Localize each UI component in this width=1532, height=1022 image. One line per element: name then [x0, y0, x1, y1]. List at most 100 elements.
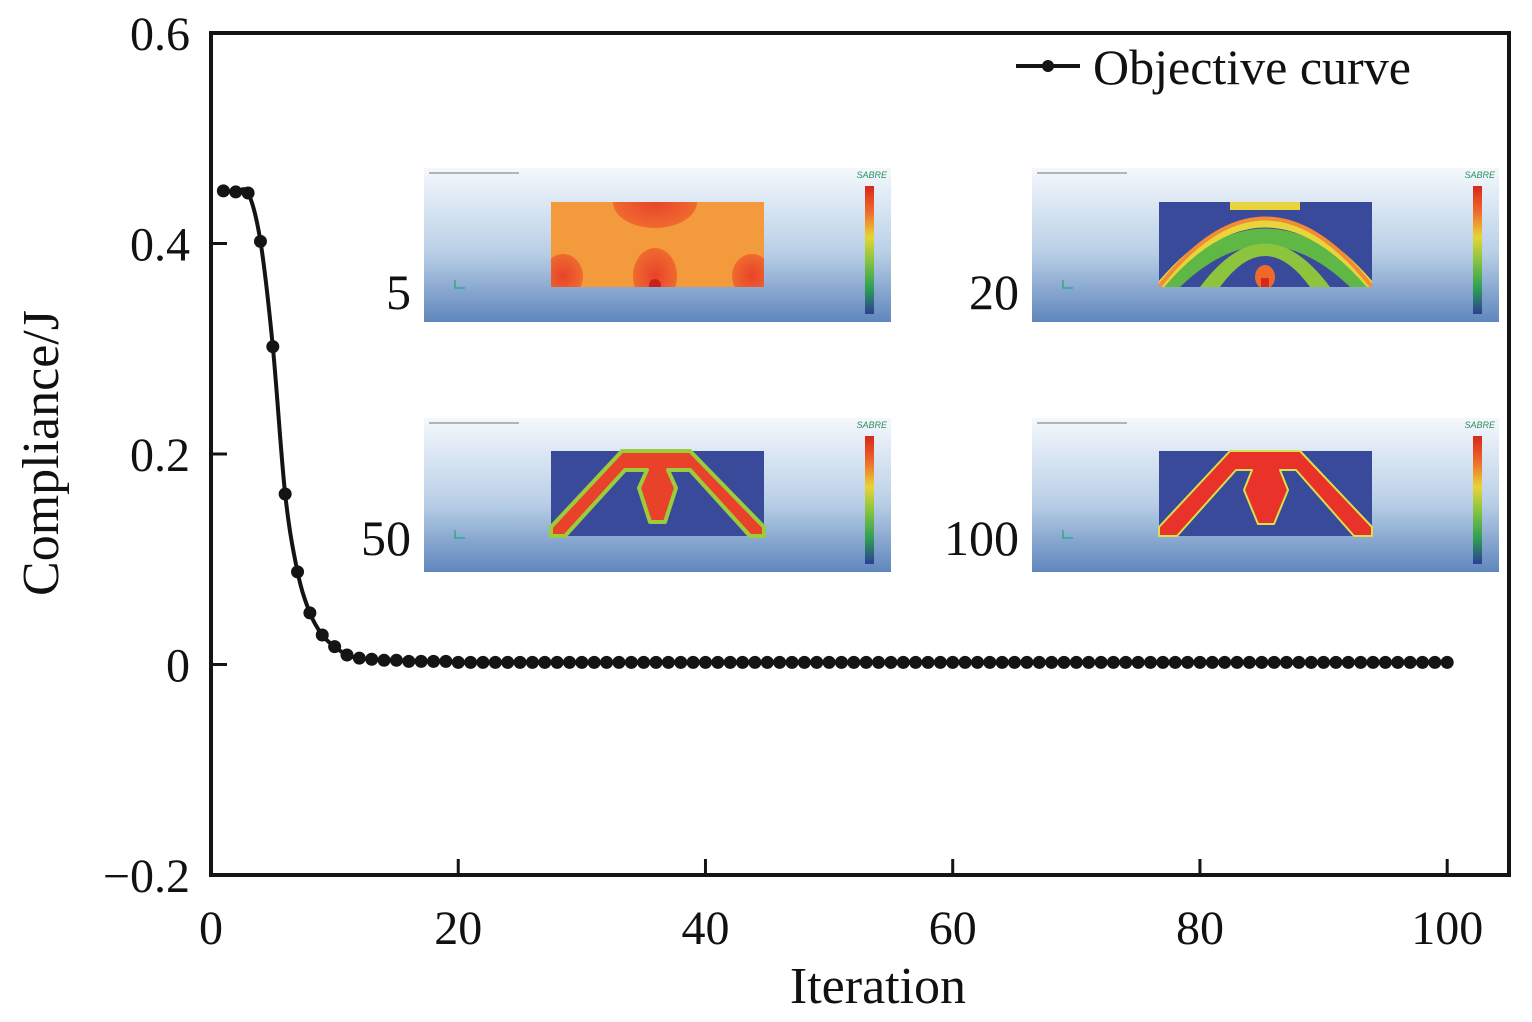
- data-point: [414, 654, 428, 668]
- data-point: [1341, 655, 1355, 669]
- data-point: [785, 655, 799, 669]
- data-point: [748, 655, 762, 669]
- data-point: [1032, 655, 1046, 669]
- data-point: [562, 655, 576, 669]
- inset-iteration-20: SABRE: [1032, 168, 1499, 322]
- x-tick-label: 40: [681, 902, 729, 955]
- data-point: [1008, 655, 1022, 669]
- data-point: [1292, 655, 1306, 669]
- data-point: [946, 655, 960, 669]
- data-point: [340, 648, 354, 662]
- x-tick-label: 20: [434, 902, 482, 955]
- y-axis-ticks: −0.2 0 0.2 0.4 0.6: [103, 8, 227, 903]
- x-tick-label: 80: [1176, 902, 1224, 955]
- y-axis-title: Compliance/J: [13, 310, 70, 596]
- data-point: [1378, 655, 1392, 669]
- data-point: [377, 653, 391, 667]
- data-point: [513, 655, 527, 669]
- data-point: [649, 655, 663, 669]
- data-point: [315, 628, 329, 642]
- legend-marker-sample: [1042, 60, 1054, 72]
- data-point: [711, 655, 725, 669]
- data-point: [266, 340, 280, 354]
- data-point: [365, 652, 379, 666]
- data-point: [1428, 655, 1442, 669]
- data-point: [253, 234, 267, 248]
- data-point: [760, 655, 774, 669]
- data-point: [451, 655, 465, 669]
- data-point: [1094, 655, 1108, 669]
- data-point: [686, 655, 700, 669]
- data-point: [834, 655, 848, 669]
- data-point: [439, 654, 453, 668]
- x-tick-label: 60: [929, 902, 977, 955]
- data-point: [1267, 655, 1281, 669]
- data-point: [624, 655, 638, 669]
- data-point: [1242, 655, 1256, 669]
- data-point: [550, 655, 564, 669]
- data-point: [723, 655, 737, 669]
- inset-brand-text: SABRE: [856, 420, 888, 430]
- data-point: [501, 655, 515, 669]
- y-tick-label: 0: [166, 640, 190, 693]
- data-point: [773, 655, 787, 669]
- inset-label-100: 100: [944, 510, 1019, 566]
- data-point: [1168, 655, 1182, 669]
- inset-design-domain: [549, 449, 766, 538]
- data-point: [1193, 655, 1207, 669]
- x-tick-label: 0: [199, 902, 223, 955]
- data-point: [352, 651, 366, 665]
- y-tick-label: −0.2: [103, 850, 190, 903]
- data-point: [1181, 655, 1195, 669]
- data-point: [822, 655, 836, 669]
- data-point: [303, 606, 317, 620]
- data-point: [1218, 655, 1232, 669]
- inset-label-50: 50: [361, 510, 411, 566]
- data-point: [229, 185, 243, 199]
- x-axis-title: Iteration: [790, 958, 966, 1015]
- legend-label-objective-curve: Objective curve: [1093, 39, 1411, 95]
- data-point: [389, 653, 403, 667]
- data-point: [1415, 655, 1429, 669]
- data-point: [909, 655, 923, 669]
- data-point: [575, 655, 589, 669]
- data-point: [1279, 655, 1293, 669]
- data-point: [896, 655, 910, 669]
- data-point: [427, 654, 441, 668]
- data-point: [736, 655, 750, 669]
- x-tick-label: 100: [1411, 902, 1483, 955]
- y-tick-label: 0.6: [130, 8, 190, 61]
- inset-label-5: 5: [386, 264, 411, 320]
- data-point: [1057, 655, 1071, 669]
- data-point: [1391, 655, 1405, 669]
- data-point: [1205, 655, 1219, 669]
- data-point: [1317, 655, 1331, 669]
- data-point: [1020, 655, 1034, 669]
- data-point: [464, 655, 478, 669]
- y-tick-label: 0.2: [130, 429, 190, 482]
- data-point: [538, 655, 552, 669]
- data-point: [1106, 655, 1120, 669]
- data-point: [933, 655, 947, 669]
- data-point: [859, 655, 873, 669]
- data-point: [872, 655, 886, 669]
- inset-iteration-50: SABRE: [424, 418, 891, 572]
- data-point: [970, 655, 984, 669]
- data-point: [884, 655, 898, 669]
- y-tick-label: 0.4: [130, 219, 190, 272]
- x-axis-ticks: 0 20 40 60 80 100: [199, 859, 1483, 955]
- data-point: [476, 655, 490, 669]
- data-point: [1230, 655, 1244, 669]
- data-point: [402, 654, 416, 668]
- data-point: [698, 655, 712, 669]
- data-point: [587, 655, 601, 669]
- inset-brand-text: SABRE: [1464, 170, 1496, 180]
- inset-iteration-100: SABRE: [1032, 418, 1499, 572]
- data-point: [1119, 655, 1133, 669]
- data-point: [328, 640, 342, 654]
- data-point: [525, 655, 539, 669]
- data-point: [612, 655, 626, 669]
- inset-design-domain: [1158, 450, 1373, 537]
- inset-label-20: 20: [969, 264, 1019, 320]
- data-point: [241, 186, 255, 200]
